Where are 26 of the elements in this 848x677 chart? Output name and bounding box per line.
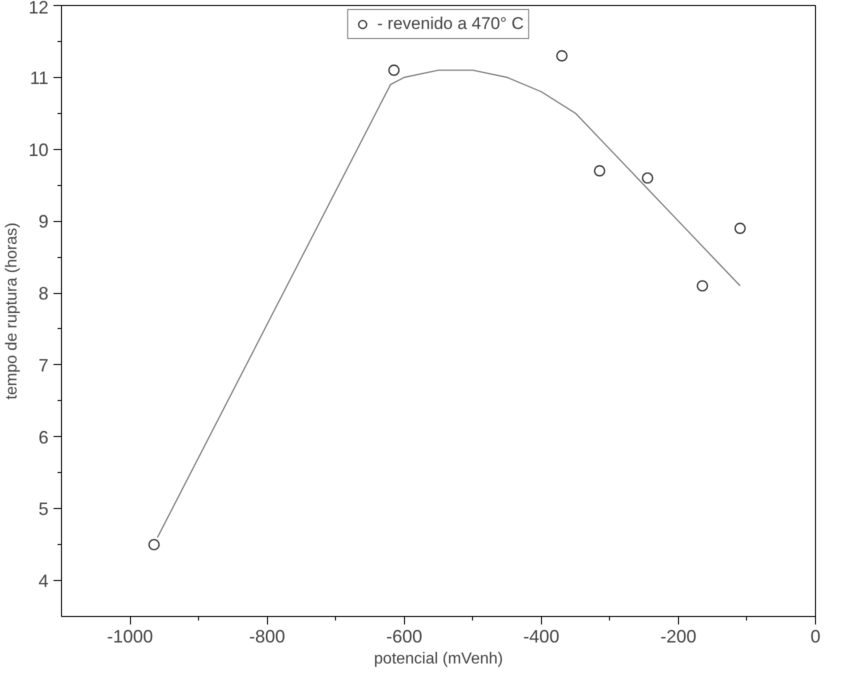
point — [642, 172, 654, 184]
y-tick-label: 8 — [38, 284, 49, 304]
legend-label: - revenido a 470° C — [377, 14, 524, 34]
point — [734, 222, 746, 234]
y-tick-label: 10 — [28, 140, 49, 160]
y-tick-label: 12 — [28, 0, 49, 18]
x-tick-label: -200 — [660, 626, 696, 646]
y-tick-label: 4 — [38, 571, 49, 592]
x-tick-label: -1000 — [107, 626, 154, 646]
point — [556, 50, 568, 62]
line-series — [156, 70, 741, 538]
y-tick-label: 5 — [38, 499, 49, 520]
x-axis-title: potencial (mVenh) — [374, 650, 503, 668]
x-tick-label: 0 — [810, 626, 821, 646]
y-tick-label: 11 — [30, 68, 48, 88]
y-axis-title: tempo de ruptura (horas) — [3, 222, 20, 400]
x-tick-label: -600 — [386, 626, 422, 646]
point — [696, 280, 708, 292]
x-tick-label: -800 — [249, 626, 286, 646]
x-tick-label: -400 — [523, 626, 560, 646]
y-tick-label: 7 — [38, 355, 49, 376]
point — [388, 64, 400, 76]
point — [594, 165, 606, 176]
point — [148, 538, 160, 550]
y-tick-label: 9 — [38, 212, 49, 232]
y-tick-label: 6 — [38, 427, 49, 448]
